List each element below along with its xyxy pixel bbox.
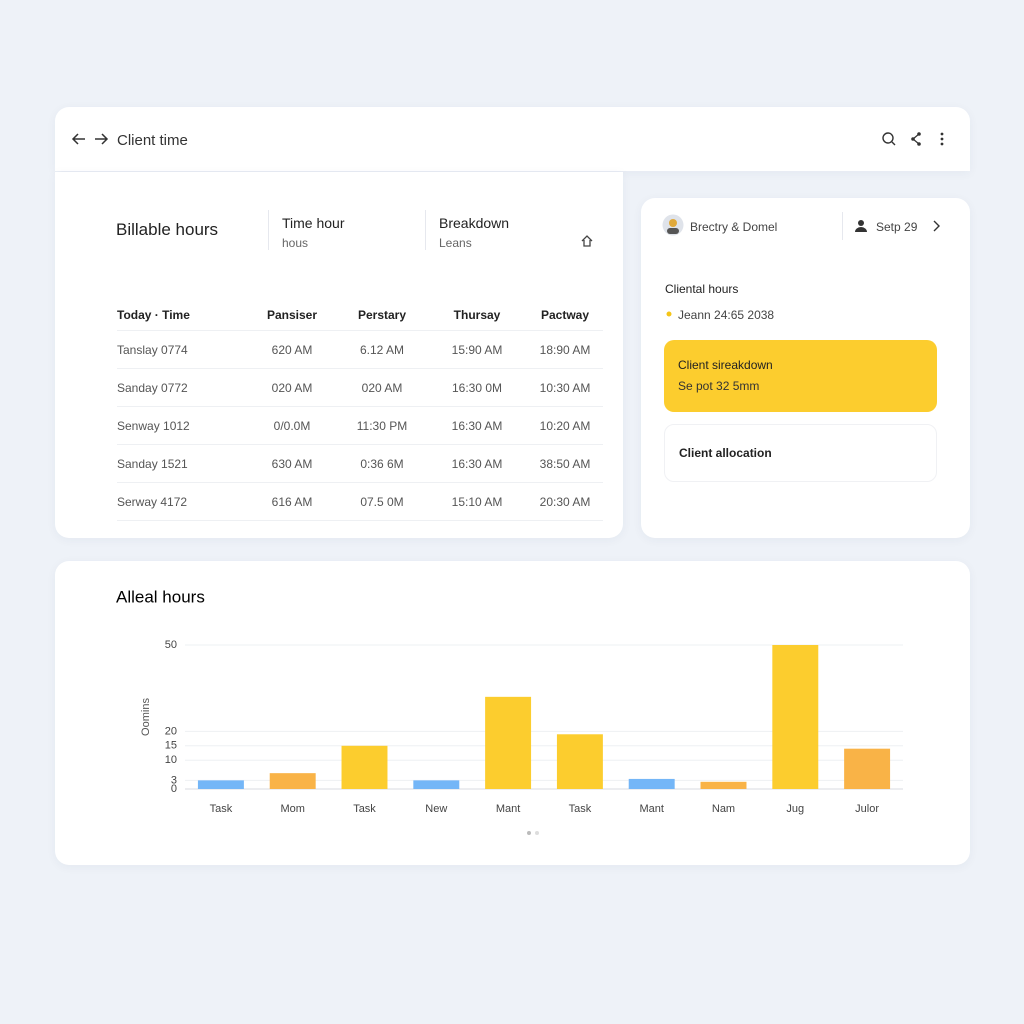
x-tick-label: Mant xyxy=(496,803,520,815)
hours-table: Today · Time Pansiser Perstary Thursay Pactw… xyxy=(117,300,603,521)
nav-arrows[interactable] xyxy=(71,131,111,147)
x-tick-label: Mant xyxy=(639,803,663,815)
column-header: Thursay xyxy=(427,300,527,331)
bar xyxy=(772,645,819,789)
entry: Jeann 24:65 2038 xyxy=(678,308,775,322)
pin-icon[interactable] xyxy=(580,234,594,248)
table-row: Sanday 1521 630 AM 0:36 6M 16:30 AM 38:50 AM xyxy=(117,444,603,483)
y-tick-label: 15 xyxy=(165,740,177,752)
date-label: Setp 29 xyxy=(876,220,918,234)
table-cell: Tanslay 0774 xyxy=(117,330,247,369)
table-cell: 15:90 AM xyxy=(427,330,527,369)
bar xyxy=(413,780,460,789)
table-cell: 11:30 PM xyxy=(337,406,427,445)
y-tick-label: 3 xyxy=(171,774,177,786)
sidebar-card: Brectry & Domel Setp 29 Cliental hours J… xyxy=(641,198,970,538)
bar xyxy=(844,748,891,789)
x-tick-label: Nam xyxy=(712,803,735,815)
allocation-title: Client allocation xyxy=(679,446,772,460)
avatar xyxy=(662,214,684,236)
table-cell: Senway 1012 xyxy=(117,406,247,445)
table-cell: 38:50 AM xyxy=(527,444,603,483)
table-cell: 620 AM xyxy=(247,330,337,369)
table-row: Senway 1012 0/0.0M 11:30 PM 16:30 AM 10:20 A… xyxy=(117,406,603,445)
chart-card: Alleal hours Oomins 0 3 10 15 20 50 Task Mom Tas… xyxy=(55,561,970,865)
bar xyxy=(341,745,388,789)
table-cell: 20:30 AM xyxy=(527,482,603,521)
y-axis-label: Oomins xyxy=(140,698,152,736)
table-header-row: Today · Time Pansiser Perstary Thursay Pactw… xyxy=(117,300,603,331)
table-cell: 6.12 AM xyxy=(337,330,427,369)
table-cell: 0:36 6M xyxy=(337,444,427,483)
section-title: Cliental hours xyxy=(665,282,739,296)
table-cell: Serway 4172 xyxy=(117,482,247,521)
x-tick-label: Julor xyxy=(855,803,879,815)
x-tick-label: Task xyxy=(210,803,233,815)
table-cell: 15:10 AM xyxy=(427,482,527,521)
user-icon xyxy=(855,220,867,232)
allocation-card[interactable]: Client allocation xyxy=(664,424,937,482)
column-header: Pansiser xyxy=(247,300,337,331)
chart-title: Alleal hours xyxy=(116,587,205,606)
bullet xyxy=(666,311,672,317)
summary-title: Billable hours xyxy=(116,220,219,239)
table-cell: 16:30 0M xyxy=(427,368,527,407)
table-card: Billable hours Time hour hous Breakdown … xyxy=(55,172,623,538)
y-tick-label: 20 xyxy=(165,725,177,737)
chart: Alleal hours Oomins 03 10 15 20 50 Task Mom Tas… xyxy=(116,587,903,835)
page-title: Client time xyxy=(117,132,188,149)
bar xyxy=(700,781,747,789)
summary-sub: hous xyxy=(282,236,309,250)
toolbar-icons[interactable] xyxy=(881,131,957,147)
table-cell: 020 AM xyxy=(247,368,337,407)
summary-label: Breakdown xyxy=(439,215,510,231)
highlight-card[interactable]: Client sireakdown Se pot 32 5mm xyxy=(664,340,937,412)
table-cell: Sanday 1521 xyxy=(117,444,247,483)
highlight-sub: Se pot 32 5mm xyxy=(678,379,760,393)
next-icon[interactable] xyxy=(932,220,940,232)
table-cell: 0/0.0M xyxy=(247,406,337,445)
column-header: Today · Time xyxy=(117,300,247,331)
page-dot[interactable] xyxy=(535,831,539,835)
bar xyxy=(197,780,244,789)
bar xyxy=(485,696,532,789)
summary-sub: Leans xyxy=(439,236,472,250)
table-row: Serway 4172 616 AM 07.5 0M 15:10 AM 20:30 AM xyxy=(117,482,603,521)
y-tick-label: 0 xyxy=(171,783,177,795)
bar xyxy=(628,778,675,789)
table-row: Tanslay 0774 620 AM 6.12 AM 15:90 AM 18:90 A… xyxy=(117,330,603,369)
summary-label: Time hour xyxy=(282,215,345,231)
table-cell: 10:20 AM xyxy=(527,406,603,445)
table-cell: Sanday 0772 xyxy=(117,368,247,407)
table-row: Sanday 0772 020 AM 020 AM 16:30 0M 10:30 AM xyxy=(117,368,603,407)
table-cell: 630 AM xyxy=(247,444,337,483)
x-tick-label: Mom xyxy=(280,803,304,815)
column-header: Perstary xyxy=(337,300,427,331)
x-tick-label: New xyxy=(425,803,447,815)
page-dot[interactable] xyxy=(527,831,531,835)
table-cell: 020 AM xyxy=(337,368,427,407)
user-name: Brectry & Domel xyxy=(690,220,778,234)
top-bar: Client time xyxy=(55,107,970,171)
table-cell: 616 AM xyxy=(247,482,337,521)
x-tick-label: Jug xyxy=(786,803,804,815)
y-tick-label: 10 xyxy=(165,754,177,766)
table-cell: 18:90 AM xyxy=(527,330,603,369)
column-header: Pactway xyxy=(527,300,603,331)
table-cell: 16:30 AM xyxy=(427,444,527,483)
table-cell: 07.5 0M xyxy=(337,482,427,521)
table-cell: 10:30 AM xyxy=(527,368,603,407)
y-tick-label: 50 xyxy=(165,639,177,651)
bar xyxy=(269,773,316,789)
table-cell: 16:30 AM xyxy=(427,406,527,445)
x-tick-label: Task xyxy=(353,803,376,815)
highlight-title: Client sireakdown xyxy=(678,358,773,372)
x-tick-label: Task xyxy=(569,803,592,815)
bar xyxy=(556,734,603,789)
